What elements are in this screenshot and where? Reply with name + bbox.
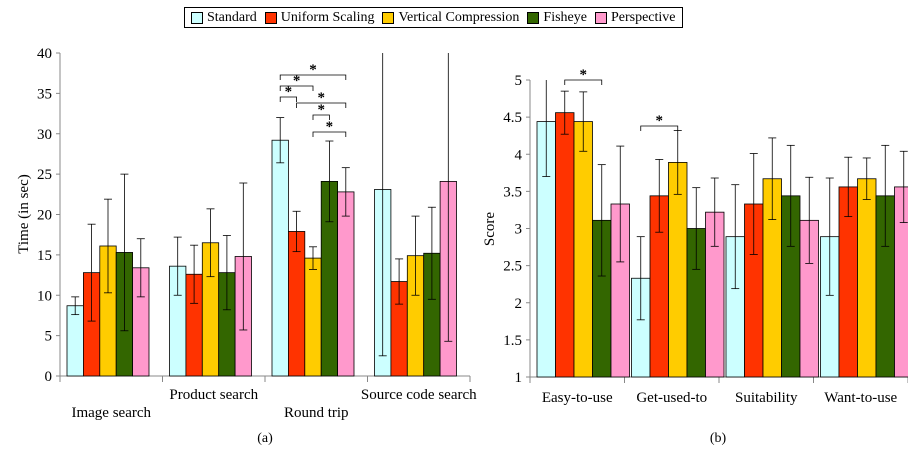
significance-star: * (580, 67, 588, 83)
y-tick-label: 20 (37, 208, 52, 224)
y-tick-label: 3.5 (503, 184, 522, 200)
legend-item: Perspective (594, 9, 676, 26)
y-tick-label: 4 (515, 147, 523, 163)
legend-swatch (382, 11, 395, 24)
legend-label: Standard (207, 9, 257, 25)
legend-label: Vertical Compression (398, 9, 520, 25)
x-tick-label: Round trip (284, 405, 349, 421)
y-axis-label: Score (482, 212, 498, 246)
significance-bracket (279, 85, 314, 91)
legend-label: Perspective (610, 9, 676, 25)
y-tick-label: 1.5 (503, 333, 522, 349)
y-tick-label: 4.5 (503, 110, 522, 126)
chart-legend: Standard Uniform Scaling Vertical Compress… (184, 7, 683, 28)
x-tick-label: Suitability (735, 390, 798, 406)
bar (304, 257, 322, 377)
bar (271, 139, 289, 377)
y-tick-label: 10 (37, 288, 52, 304)
bar (857, 178, 877, 378)
legend-item: Uniform Scaling (264, 9, 375, 26)
significance-star: * (293, 73, 301, 89)
chart-panel-a: 0 5 10 15 20 25 30 35 40 Time (in sec) Image searc… (16, 46, 477, 446)
legend-label: Fisheye (543, 9, 587, 25)
legend-label: Uniform Scaling (280, 9, 375, 25)
bar (555, 112, 575, 378)
bar (66, 305, 84, 377)
legend-item: Vertical Compression (382, 10, 519, 26)
x-tick-label: Get-used-to (636, 390, 707, 406)
legend-item: Standard (191, 10, 257, 26)
significance-star: * (326, 119, 334, 135)
legend-swatch (527, 11, 540, 24)
significance-bracket (296, 102, 347, 108)
legend-swatch (594, 11, 607, 24)
bar (573, 121, 593, 378)
y-tick-label: 2 (515, 296, 523, 312)
panel-label: (b) (710, 431, 727, 446)
y-tick-label: 30 (37, 127, 52, 143)
x-tick-label: Source code search (361, 387, 477, 403)
significance-star: * (309, 62, 317, 78)
x-tick-label: Easy-to-use (542, 390, 613, 406)
x-tick-label: Image search (71, 405, 151, 421)
bar (287, 231, 306, 377)
significance-bracket (312, 114, 330, 120)
chart-panel-b: 1 1.5 2 2.5 3 3.5 4 4.5 5 Score Easy-to-use Get-use… (482, 67, 908, 446)
significance-bracket (640, 125, 679, 131)
y-tick-label: 5 (45, 329, 53, 345)
y-tick-label: 5 (515, 73, 523, 89)
significance-bracket (279, 74, 347, 80)
legend-swatch (264, 11, 277, 24)
bar (894, 186, 908, 378)
y-tick-label: 40 (37, 46, 52, 62)
significance-bracket (312, 131, 347, 137)
x-tick-label: Want-to-use (824, 390, 897, 406)
significance-bracket (279, 96, 297, 102)
y-tick-label: 3 (515, 222, 523, 238)
x-tick-label: Product search (169, 387, 258, 403)
significance-bracket (564, 79, 603, 85)
y-axis-label: Time (in sec) (16, 174, 32, 253)
significance-star: * (317, 102, 325, 118)
y-tick-label: 15 (37, 248, 52, 264)
y-tick-label: 0 (45, 369, 53, 385)
significance-star: * (656, 113, 664, 129)
significance-star: * (285, 84, 293, 100)
y-tick-label: 2.5 (503, 259, 522, 275)
legend-item: Fisheye (527, 10, 587, 26)
y-tick-label: 1 (515, 370, 523, 386)
legend-swatch (191, 11, 203, 24)
y-tick-label: 25 (37, 167, 52, 183)
y-tick-label: 35 (37, 86, 52, 102)
bar (337, 191, 355, 377)
significance-star: * (317, 90, 325, 106)
panel-label: (a) (257, 431, 273, 446)
